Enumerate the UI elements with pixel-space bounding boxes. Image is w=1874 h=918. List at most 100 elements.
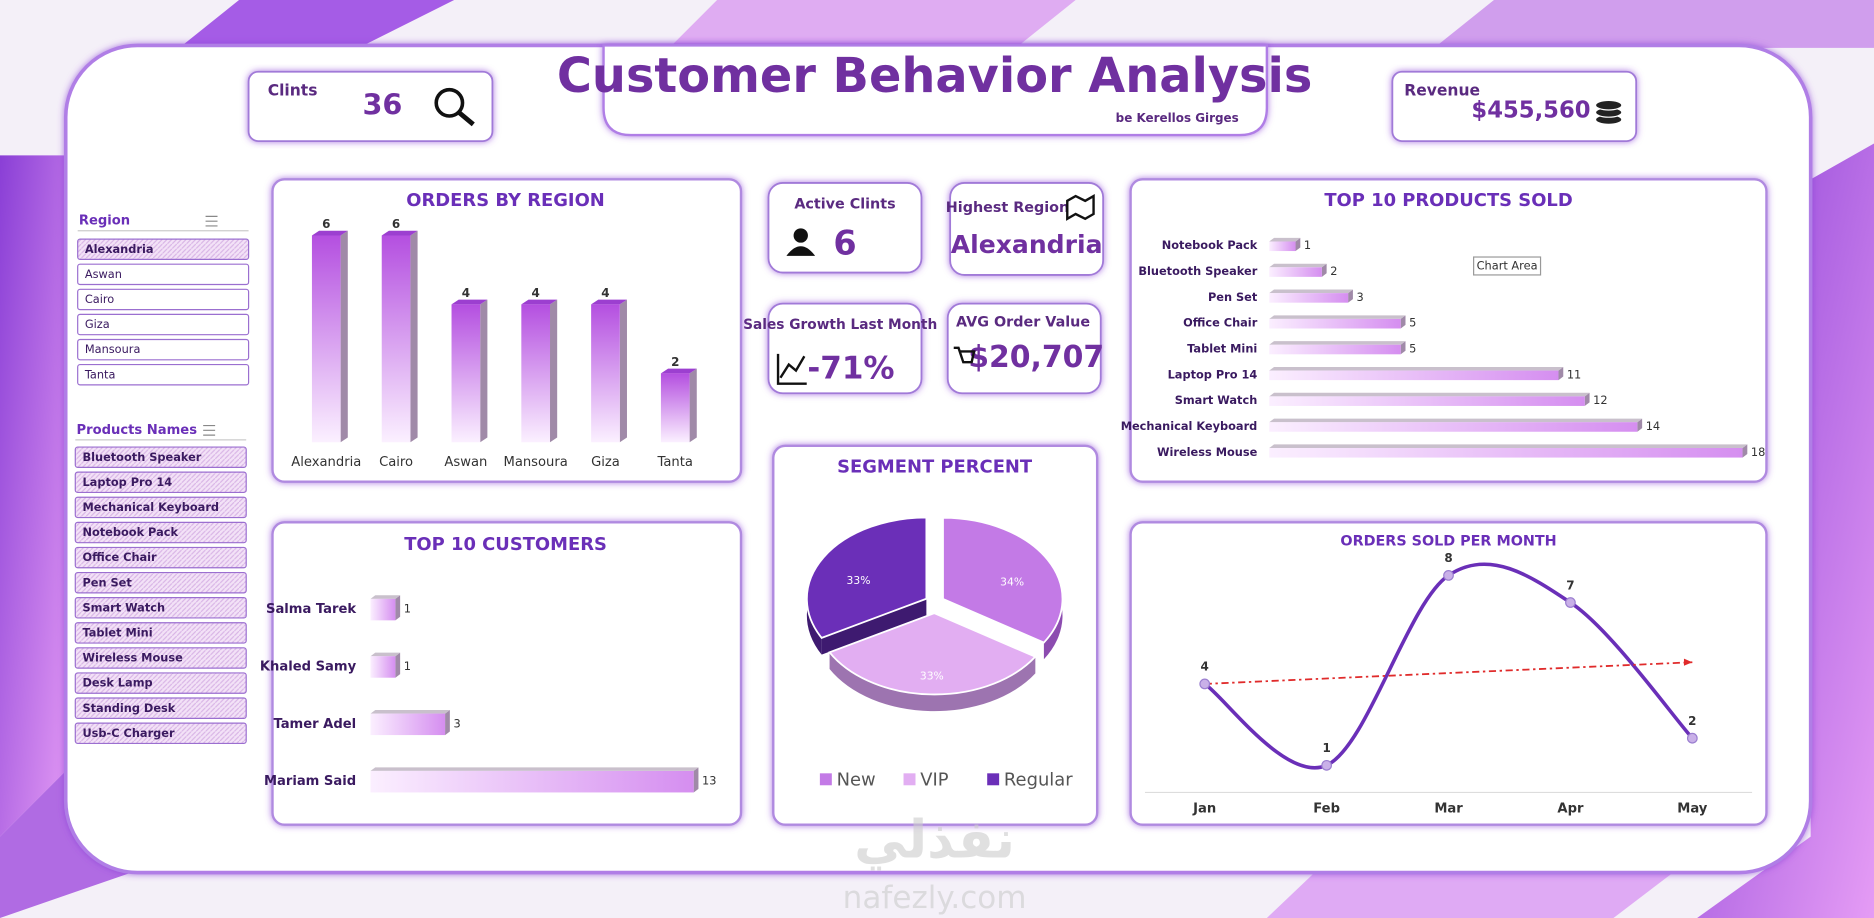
data-label: 1 <box>1304 238 1311 252</box>
bar-top <box>1269 289 1353 294</box>
card <box>949 182 1105 276</box>
card <box>1391 70 1638 142</box>
slicer-item[interactable] <box>74 546 247 569</box>
slicer-item-label[interactable]: Mansoura <box>85 342 141 356</box>
trend-arrow <box>1683 658 1693 666</box>
bar-top <box>1269 315 1406 319</box>
slicer-item[interactable] <box>74 521 247 544</box>
bar-top <box>521 299 558 305</box>
bar <box>1269 370 1559 381</box>
legend-swatch <box>903 773 916 786</box>
slicer-item-label[interactable]: Cairo <box>85 292 114 306</box>
slicer-item-label[interactable]: Laptop Pro 14 <box>82 475 172 489</box>
slicer-item-label[interactable]: Smart Watch <box>82 600 165 614</box>
bar-side <box>693 767 699 793</box>
slicer-item-label[interactable]: Usb-C Charger <box>82 726 175 740</box>
kpi-label: Revenue <box>1404 81 1480 99</box>
y-tick-label: Wireless Mouse <box>1157 445 1258 459</box>
bar <box>370 656 396 678</box>
y-tick-label: Pen Set <box>1208 290 1258 304</box>
bar <box>370 598 396 621</box>
trendline <box>1204 661 1693 685</box>
slicer-item-label[interactable]: Alexandria <box>85 242 154 256</box>
slicer-item[interactable] <box>74 571 247 594</box>
marker <box>1199 678 1211 690</box>
bar <box>1269 344 1401 355</box>
x-tick-label: Giza <box>591 455 620 470</box>
bar-side <box>1584 392 1590 406</box>
x-tick-label: Mansoura <box>504 455 568 470</box>
bar-top <box>1269 237 1301 242</box>
bar-side <box>410 230 418 443</box>
slicer-item[interactable] <box>74 672 247 694</box>
pie-side <box>821 598 927 655</box>
slicer-item[interactable] <box>77 363 250 386</box>
slicer-item[interactable] <box>74 622 247 644</box>
slicer-item-label[interactable]: Pen Set <box>82 575 132 589</box>
slicer-item-label[interactable]: Giza <box>85 317 110 331</box>
icon <box>953 346 976 364</box>
slicer-item-label[interactable]: Mechanical Keyboard <box>82 500 219 514</box>
tooltip-box <box>1473 256 1542 276</box>
slicer-item-label[interactable]: Aswan <box>85 267 122 281</box>
x-tick-label: Aswan <box>444 455 487 470</box>
bar-top <box>591 299 627 305</box>
marker <box>1321 759 1332 771</box>
slicer-item-label[interactable]: Office Chair <box>82 550 157 564</box>
slicer-item[interactable] <box>77 263 250 286</box>
icon <box>793 228 808 243</box>
legend-swatch <box>987 773 1000 786</box>
y-tick-label: Office Chair <box>1183 316 1258 330</box>
slicer-item[interactable] <box>74 471 247 494</box>
pie-side <box>829 652 1036 712</box>
y-tick-label: Mariam Said <box>264 774 356 789</box>
slicer-item[interactable] <box>77 313 250 336</box>
bar <box>451 304 481 443</box>
icon <box>1594 99 1623 111</box>
slicer-item-label[interactable]: Wireless Mouse <box>82 651 183 665</box>
slicer-item[interactable] <box>74 647 247 669</box>
bar-side <box>689 368 697 443</box>
pie-slice <box>805 516 928 639</box>
y-tick-label: Laptop Pro 14 <box>1168 367 1258 381</box>
bar-top <box>1269 392 1590 397</box>
bar-top <box>1269 418 1643 423</box>
marker <box>1565 597 1576 608</box>
slicer-item[interactable] <box>77 238 250 261</box>
data-label: 33% <box>847 574 871 587</box>
icon <box>434 87 465 118</box>
slicer-item-label[interactable]: Desk Lamp <box>82 676 152 690</box>
data-label: 14 <box>1646 419 1660 433</box>
subtitle: be Kerellos Girges <box>1116 111 1239 125</box>
data-label: 6 <box>392 217 400 231</box>
slicer-item-label[interactable]: Tanta <box>84 367 116 381</box>
slicer-item[interactable] <box>77 288 250 311</box>
bar-side <box>340 230 348 443</box>
kpi-value: $20,707 <box>968 340 1104 375</box>
slicer-item[interactable] <box>74 446 247 468</box>
slicer-item[interactable] <box>74 597 247 619</box>
icon <box>786 246 816 256</box>
data-label: 5 <box>1409 316 1416 330</box>
icon <box>1066 194 1095 221</box>
y-tick-label: Notebook Pack <box>1162 238 1258 252</box>
slicer-item-label[interactable]: Standing Desk <box>82 701 175 715</box>
slicer-item[interactable] <box>77 338 250 361</box>
tooltip: Chart Area <box>1477 259 1538 273</box>
bar-top <box>370 595 401 599</box>
slicer-item-label[interactable]: Bluetooth Speaker <box>82 450 201 464</box>
slicer-item-label[interactable]: Notebook Pack <box>82 525 178 539</box>
slicer-item-label[interactable]: Tablet Mini <box>82 625 152 639</box>
bar-top <box>451 299 488 305</box>
chart-title: ORDERS SOLD PER MONTH <box>1340 533 1556 549</box>
slicer-item[interactable] <box>74 496 247 519</box>
title-tab <box>602 44 1269 137</box>
slicer-item[interactable] <box>74 722 247 745</box>
x-tick-label: Cairo <box>379 455 413 470</box>
bar-side <box>550 299 558 443</box>
bar-side <box>445 709 450 736</box>
bar-top <box>370 709 450 714</box>
slicer-item[interactable] <box>74 697 247 719</box>
kpi-value: Alexandria <box>951 230 1103 259</box>
